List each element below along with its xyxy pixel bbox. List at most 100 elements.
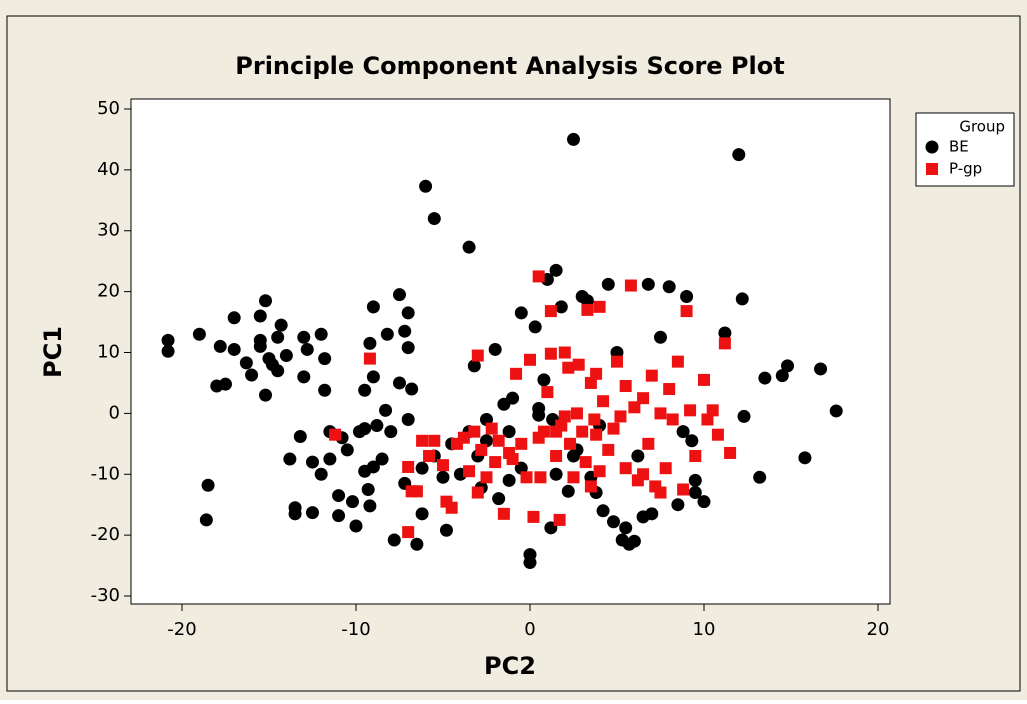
- point: [532, 402, 546, 416]
- point: [537, 373, 551, 387]
- point: [662, 280, 676, 294]
- point: [401, 306, 415, 320]
- point: [462, 240, 476, 254]
- point: [637, 468, 650, 481]
- point: [506, 453, 519, 466]
- point: [829, 404, 843, 418]
- point: [567, 471, 580, 484]
- point: [544, 347, 557, 360]
- y-tick-label: 10: [97, 342, 120, 363]
- point: [239, 356, 253, 370]
- point: [584, 480, 597, 493]
- point: [392, 376, 406, 390]
- point: [279, 349, 293, 363]
- y-tick-label: 30: [97, 220, 120, 241]
- point: [227, 342, 241, 356]
- point: [363, 499, 377, 513]
- point: [410, 537, 424, 551]
- point: [358, 383, 372, 397]
- point: [520, 471, 533, 484]
- point: [314, 327, 328, 341]
- point: [398, 324, 412, 338]
- point: [619, 462, 632, 475]
- point: [427, 212, 441, 226]
- point: [423, 450, 436, 463]
- point: [161, 344, 175, 358]
- point: [436, 459, 449, 472]
- point: [798, 451, 812, 465]
- point: [732, 148, 746, 162]
- frame: [6, 15, 1021, 692]
- point: [283, 452, 297, 466]
- point: [558, 346, 571, 359]
- point: [259, 388, 273, 402]
- point: [297, 330, 311, 344]
- legend-marker: [925, 140, 939, 154]
- point: [619, 379, 632, 392]
- point: [627, 534, 641, 548]
- point: [358, 422, 372, 436]
- point: [405, 382, 419, 396]
- point: [581, 303, 594, 316]
- point: [602, 443, 615, 456]
- point: [564, 437, 577, 450]
- point: [562, 361, 575, 374]
- legend-label: BE: [949, 138, 969, 156]
- point: [436, 470, 450, 484]
- point: [293, 430, 307, 444]
- point: [814, 362, 828, 376]
- point: [492, 492, 506, 506]
- point: [305, 506, 319, 520]
- point: [654, 407, 667, 420]
- point: [663, 383, 676, 396]
- point: [711, 428, 724, 441]
- point: [624, 279, 637, 292]
- point: [597, 395, 610, 408]
- point: [468, 425, 481, 438]
- point: [684, 404, 697, 417]
- point: [641, 277, 655, 291]
- point: [607, 422, 620, 435]
- point: [590, 367, 603, 380]
- point: [227, 311, 241, 325]
- point: [697, 495, 711, 509]
- point: [523, 556, 537, 570]
- y-tick-label: -10: [91, 463, 120, 484]
- point: [775, 369, 789, 383]
- x-axis-label: PC2: [484, 652, 536, 680]
- point: [506, 391, 520, 405]
- x-tick-label: -10: [341, 619, 370, 640]
- point: [596, 504, 610, 518]
- point: [502, 425, 516, 439]
- point: [329, 428, 342, 441]
- point: [363, 352, 376, 365]
- point: [492, 434, 505, 447]
- point: [523, 353, 536, 366]
- point: [671, 355, 684, 368]
- point: [410, 485, 423, 498]
- point: [642, 437, 655, 450]
- x-tick-label: 10: [693, 619, 716, 640]
- point: [366, 300, 380, 314]
- point: [645, 507, 659, 521]
- point: [654, 486, 667, 499]
- point: [480, 471, 493, 484]
- point: [253, 339, 267, 353]
- point: [588, 413, 601, 426]
- point: [380, 327, 394, 341]
- point: [561, 484, 575, 498]
- point: [676, 425, 690, 439]
- point: [297, 370, 311, 384]
- point: [680, 289, 694, 303]
- point: [689, 450, 702, 463]
- point: [671, 498, 685, 512]
- point: [653, 330, 667, 344]
- point: [259, 294, 273, 308]
- x-tick-label: 20: [867, 619, 890, 640]
- point: [401, 412, 415, 426]
- point: [439, 523, 453, 537]
- point: [527, 510, 540, 523]
- point: [192, 327, 206, 341]
- point: [579, 456, 592, 469]
